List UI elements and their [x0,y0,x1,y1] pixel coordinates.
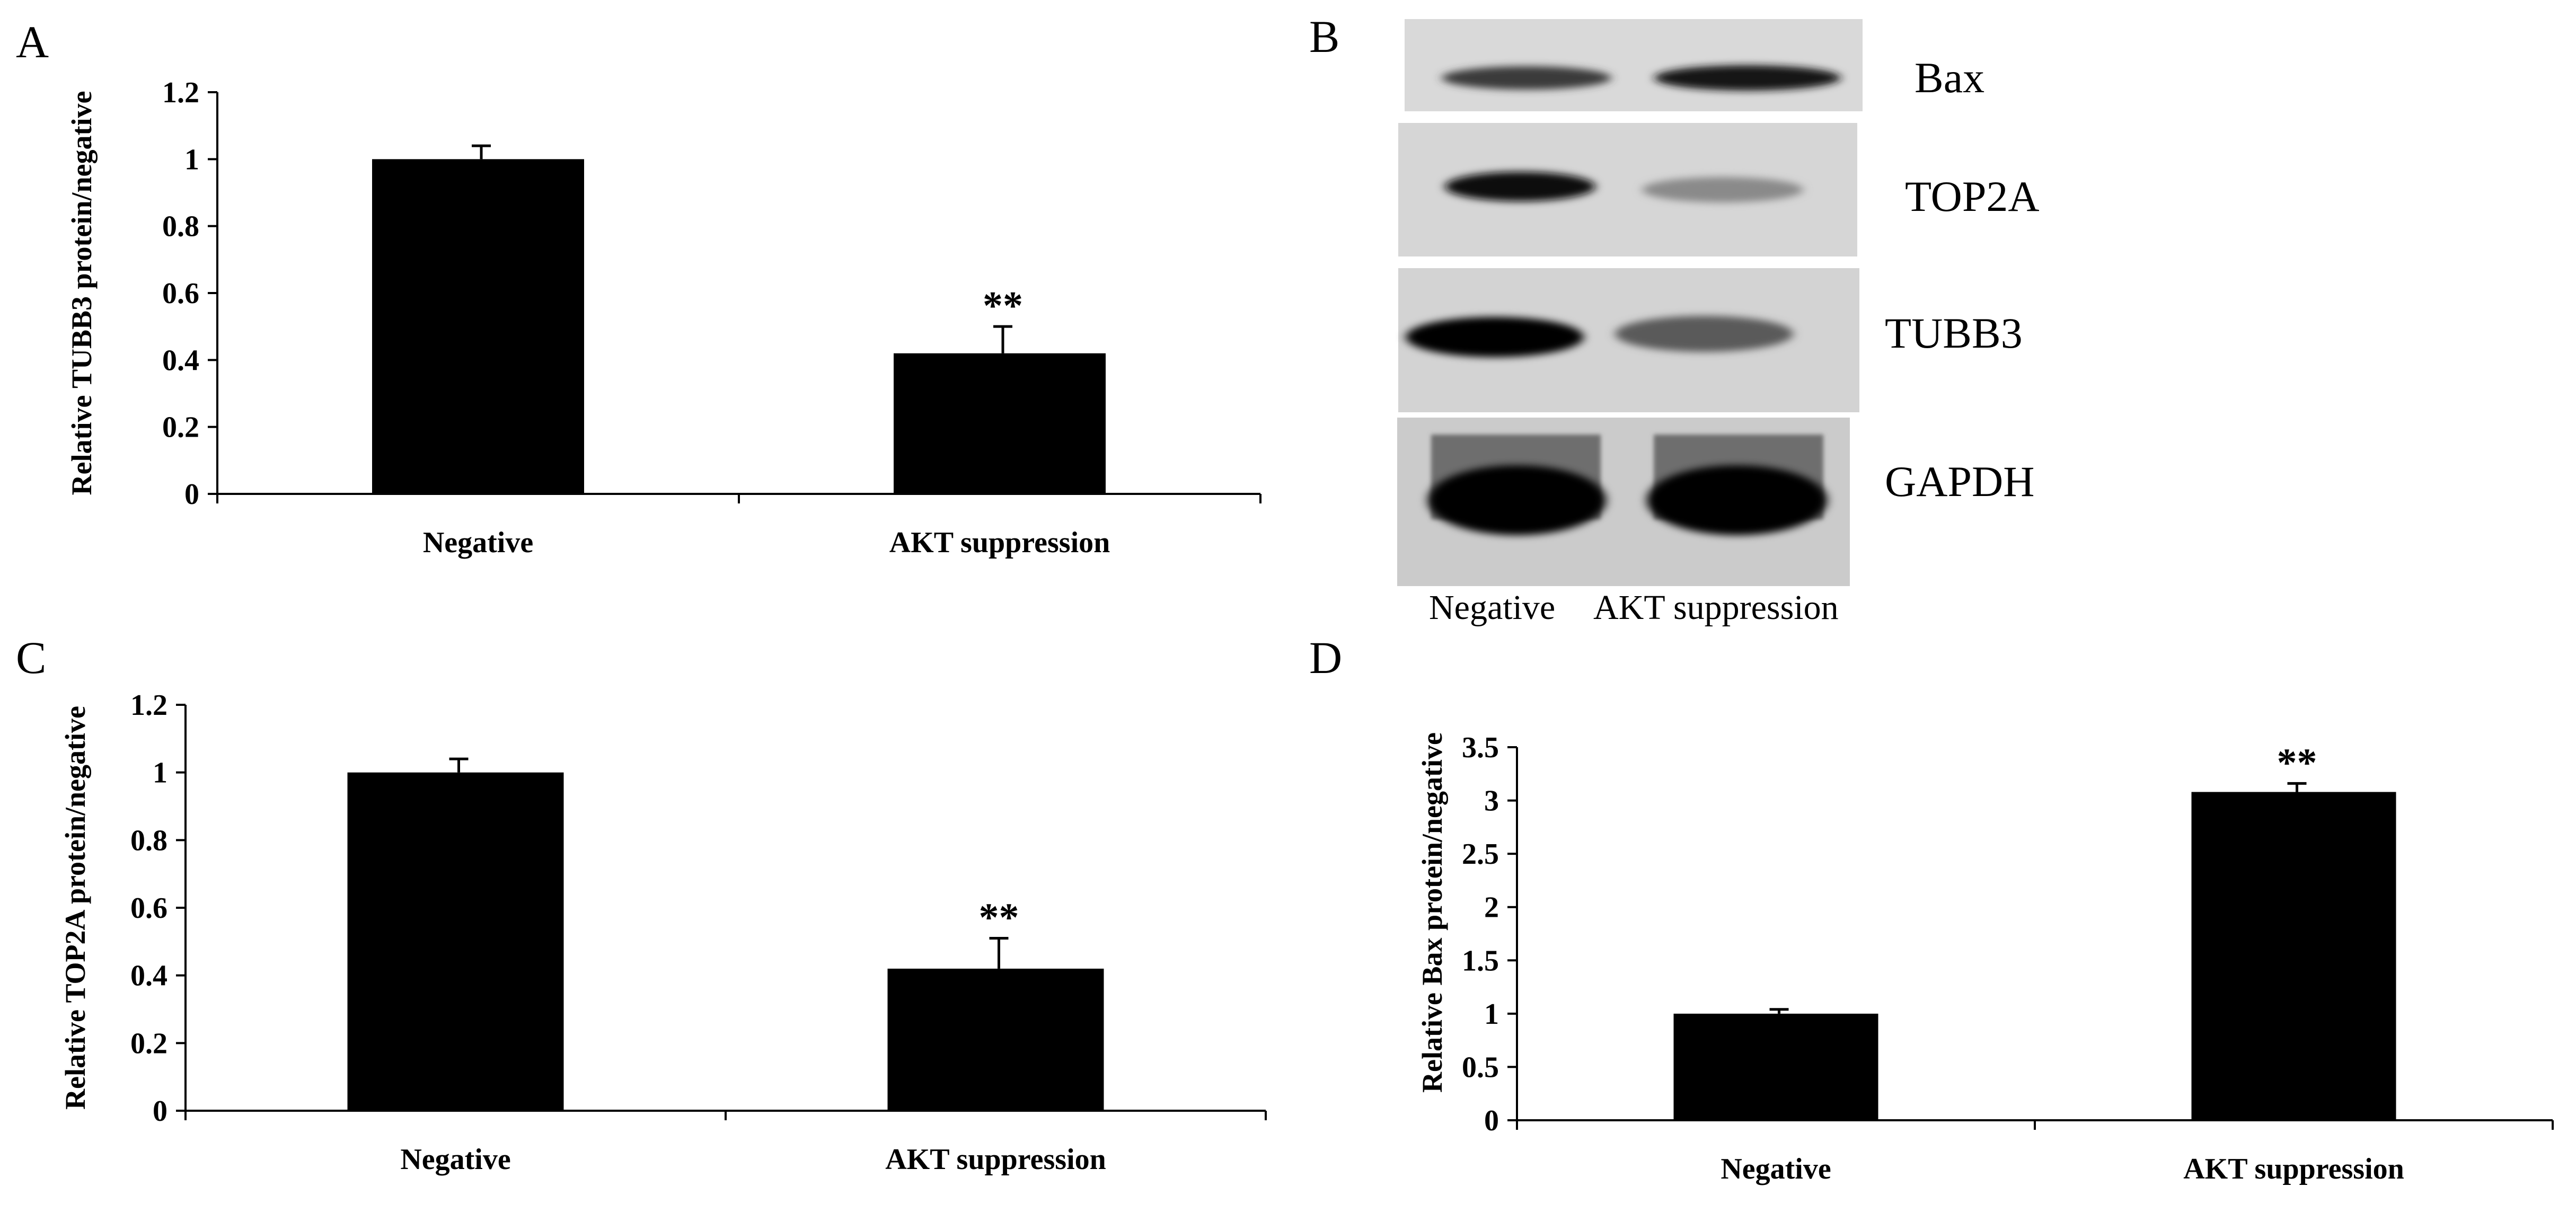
chart-a-bar-akt-suppression [894,353,1106,494]
chart-c-y-tick-label: 0.4 [130,960,167,993]
chart-c-significance-label: ** [979,895,1019,940]
blot-lane-akt-suppression: AKT suppression [1593,588,1839,627]
chart-c-y-tick-label: 0.2 [130,1027,167,1060]
chart-a-y-tick-label: 1.2 [162,76,199,109]
chart-a-category-label: AKT suppression [889,526,1110,559]
blot-band-tubb3-negative [1406,317,1584,357]
western-blot: Bax TOP2A TUBB3 GAPDH Negative AKT suppr… [1397,19,2040,627]
blot-band-bax-akt [1654,65,1841,91]
chart-d-y-tick-label: 1.5 [1462,944,1499,977]
chart-d-bar-negative [1673,1013,1878,1120]
chart-c-category-label: AKT suppression [885,1143,1106,1176]
blot-band-gapdh-akt [1647,465,1827,535]
chart-d-significance-label: ** [2277,740,2317,785]
chart-d-y-tick-label: 3.5 [1462,731,1499,764]
panel-letter-d: D [1309,632,1342,683]
chart-c-y-tick-label: 0.6 [130,892,167,925]
chart-a-tubb3: 0 0.2 0.4 0.6 0.8 1 1.2 Negative ** AKT suppressi… [66,76,1261,559]
chart-a-bar-negative [372,159,584,494]
chart-a-y-tick-label: 0 [184,478,199,511]
chart-a-y-tick-label: 0.2 [162,411,199,444]
blot-band-gapdh-negative [1428,465,1606,535]
chart-c-y-tick-label: 0 [153,1095,167,1128]
chart-d-y-axis-label: Relative Bax protein/negative [1416,732,1448,1093]
chart-d-bax: 0 0.5 1 1.5 2 2.5 3 3.5 Negative ** AKT suppressio… [1416,731,2554,1185]
blot-strip-bax [1405,19,1863,111]
chart-c-category-label: Negative [400,1143,510,1176]
chart-d-bar-akt-suppression [2191,792,2396,1120]
chart-d-y-tick-label: 2.5 [1462,838,1499,871]
panel-letter-b: B [1309,11,1339,62]
chart-d-y-tick-label: 0 [1484,1104,1499,1137]
chart-c-bar-akt-suppression [887,968,1104,1111]
chart-c-y-tick-label: 0.8 [130,824,167,857]
chart-d-category-label: Negative [1721,1153,1831,1185]
chart-d-category-label: AKT suppression [2183,1153,2404,1185]
chart-a-y-axis-label: Relative TUBB3 protein/negative [66,91,98,495]
chart-a-category-label: Negative [423,526,533,559]
chart-c-bar-negative [347,772,564,1111]
blot-lane-negative: Negative [1429,588,1555,627]
panel-letter-c: C [16,632,46,683]
chart-d-y-tick-label: 3 [1484,785,1499,818]
blot-band-top2a-negative [1445,172,1595,201]
blot-band-bax-negative [1442,66,1611,90]
chart-a-y-tick-label: 1 [184,143,199,176]
chart-c-y-axis-label: Relative TOP2A protein/negative [59,706,91,1110]
chart-d-y-tick-label: 0.5 [1462,1051,1499,1084]
blot-label-gapdh: GAPDH [1885,457,2034,506]
chart-d-y-tick-label: 2 [1484,891,1499,924]
blot-label-top2a: TOP2A [1905,172,2040,220]
chart-c-top2a: 0 0.2 0.4 0.6 0.8 1 1.2 Negative ** AKT suppressi… [59,689,1267,1176]
panel-letter-a: A [16,16,49,67]
blot-band-top2a-akt [1642,177,1803,202]
chart-c-y-tick-label: 1.2 [130,689,167,722]
chart-c-y-tick-label: 1 [153,757,167,790]
chart-a-y-tick-label: 0.4 [162,344,199,377]
chart-a-y-tick-label: 0.8 [162,210,199,243]
chart-a-y-tick-label: 0.6 [162,277,199,310]
chart-d-y-tick-label: 1 [1484,998,1499,1031]
blot-label-bax: Bax [1915,54,1984,102]
chart-a-significance-label: ** [983,284,1023,328]
blot-band-tubb3-akt [1615,316,1793,352]
blot-label-tubb3: TUBB3 [1885,309,2023,357]
